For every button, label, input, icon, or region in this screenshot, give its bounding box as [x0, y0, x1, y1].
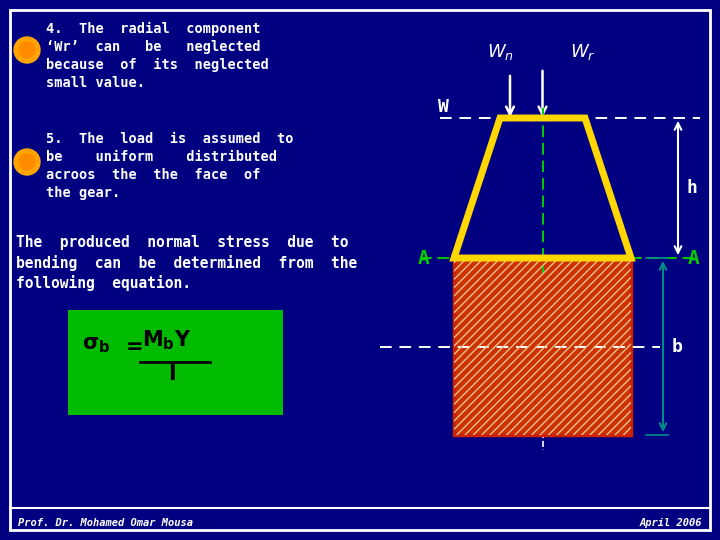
- Text: b: b: [672, 338, 683, 355]
- Bar: [68, 310, 283, 415]
- Text: acroos  the  the  face  of: acroos the the face of: [46, 168, 261, 182]
- Text: W: W: [438, 98, 449, 116]
- Text: $\mathbf{M_b Y}$: $\mathbf{M_b Y}$: [142, 328, 192, 352]
- Text: the gear.: the gear.: [46, 186, 120, 200]
- Bar: [454, 258, 631, 435]
- Circle shape: [14, 149, 40, 175]
- Text: 5.  The  load  is  assumed  to: 5. The load is assumed to: [46, 132, 294, 146]
- Bar: [454, 258, 631, 435]
- Text: Prof. Dr. Mohamed Omar Mousa: Prof. Dr. Mohamed Omar Mousa: [18, 518, 193, 528]
- Text: $W_n$: $W_n$: [487, 42, 514, 62]
- Text: because  of  its  neglected: because of its neglected: [46, 58, 269, 72]
- Circle shape: [14, 37, 40, 63]
- Text: following  equation.: following equation.: [16, 275, 191, 291]
- Circle shape: [19, 154, 35, 170]
- Text: be    uniform    distributed: be uniform distributed: [46, 150, 277, 164]
- Text: $\mathbf{\sigma_b}$: $\mathbf{\sigma_b}$: [82, 335, 110, 355]
- Text: h: h: [687, 179, 698, 197]
- Text: $W_r$: $W_r$: [570, 42, 595, 62]
- Text: April 2006: April 2006: [639, 518, 702, 528]
- Text: bending  can  be  determined  from  the: bending can be determined from the: [16, 255, 357, 271]
- Text: A: A: [688, 248, 700, 267]
- Circle shape: [19, 42, 35, 58]
- Text: 4.  The  radial  component: 4. The radial component: [46, 22, 261, 36]
- Text: The  produced  normal  stress  due  to: The produced normal stress due to: [16, 235, 348, 250]
- Text: $\mathbf{I}$: $\mathbf{I}$: [168, 364, 176, 384]
- Text: ‘Wr’  can   be   neglected: ‘Wr’ can be neglected: [46, 40, 261, 54]
- Text: A: A: [418, 248, 430, 267]
- Text: t: t: [538, 257, 547, 272]
- Text: small value.: small value.: [46, 76, 145, 90]
- Text: $\mathbf{=}$: $\mathbf{=}$: [121, 335, 143, 355]
